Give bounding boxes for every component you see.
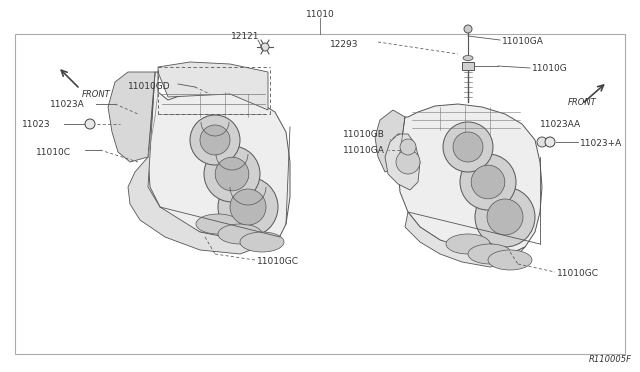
Ellipse shape [200,125,230,155]
Ellipse shape [204,146,260,202]
Bar [462,62,474,70]
Ellipse shape [446,234,490,254]
Text: 11010: 11010 [306,10,334,19]
Ellipse shape [471,165,505,199]
Text: 11023AA: 11023AA [540,119,581,128]
Ellipse shape [460,154,516,210]
Text: 11010GC: 11010GC [557,269,599,278]
Text: 11010GA: 11010GA [343,145,385,154]
Circle shape [537,137,547,147]
Polygon shape [398,104,542,255]
Text: 11010GD: 11010GD [128,81,171,90]
Ellipse shape [215,157,249,191]
Text: FRONT: FRONT [82,90,111,99]
Text: 11010GA: 11010GA [502,36,544,45]
Polygon shape [148,72,290,244]
Polygon shape [108,72,155,162]
Ellipse shape [463,55,473,61]
Ellipse shape [196,214,240,234]
Ellipse shape [218,224,262,244]
Text: 11010GC: 11010GC [257,257,299,266]
Circle shape [396,150,420,174]
Ellipse shape [230,189,266,225]
Ellipse shape [218,177,278,237]
Ellipse shape [240,232,284,252]
Ellipse shape [443,122,493,172]
Text: 12121: 12121 [231,32,259,41]
Polygon shape [375,110,405,172]
Ellipse shape [190,115,240,165]
Text: 11010C: 11010C [36,148,71,157]
Text: R110005F: R110005F [589,355,632,364]
Circle shape [400,139,416,155]
Circle shape [85,119,95,129]
Circle shape [545,137,555,147]
Text: 11010GB: 11010GB [343,129,385,138]
Ellipse shape [487,199,523,235]
Text: 11023+A: 11023+A [580,138,622,148]
Text: 11010G: 11010G [532,64,568,73]
Ellipse shape [475,187,535,247]
Polygon shape [158,62,268,110]
Ellipse shape [453,132,483,162]
Ellipse shape [468,244,512,264]
Polygon shape [385,134,420,190]
Circle shape [261,43,269,51]
Circle shape [464,25,472,33]
Text: FRONT: FRONT [568,98,596,107]
Text: 12293: 12293 [330,39,358,48]
Polygon shape [405,212,525,267]
Bar [15,34,625,354]
Text: 11023: 11023 [22,119,51,128]
Ellipse shape [488,250,532,270]
Polygon shape [128,72,278,254]
Text: 11023A: 11023A [50,99,84,109]
